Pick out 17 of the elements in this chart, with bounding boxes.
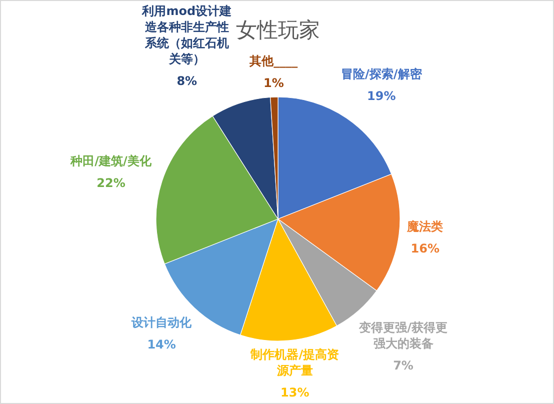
data-label: 1% — [263, 76, 284, 90]
slice-label: 冒险/探索/解密 — [341, 67, 423, 82]
data-label: 19% — [367, 89, 396, 104]
text: 女性玩家 — [236, 18, 320, 42]
data-label: 14% — [147, 338, 176, 352]
data-label: 22% — [96, 176, 126, 190]
slice-label: 利用mod设计建造各种非生产性系统（如红石机关等） — [141, 4, 232, 66]
data-label: 7% — [393, 358, 414, 372]
slice-label: 设计自动化 — [130, 316, 193, 330]
slice-label: 其他____ — [248, 54, 298, 68]
slice-label: 制作机器/提高资源产量 — [250, 348, 340, 378]
slice-label: 魔法类 — [406, 219, 444, 234]
slice-label: 种田/建筑/美化 — [70, 154, 152, 168]
data-label: 13% — [280, 386, 310, 400]
data-label: 8% — [176, 74, 198, 88]
slice-label: 变得更强/获得更强大的装备 — [358, 320, 448, 350]
data-label: 16% — [410, 241, 440, 256]
